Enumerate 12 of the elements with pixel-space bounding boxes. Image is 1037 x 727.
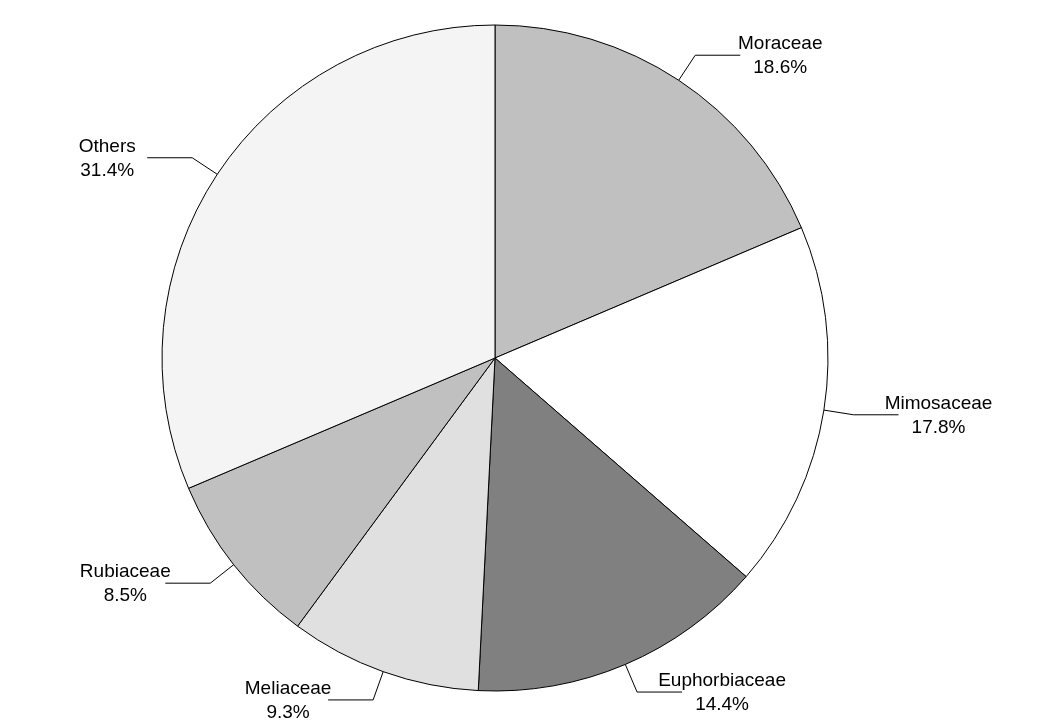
data-label: 14.4% xyxy=(695,692,750,714)
data-label: 17.8% xyxy=(911,415,966,437)
data-label: 18.6% xyxy=(753,56,808,78)
slice-label: Meliaceae xyxy=(244,677,332,699)
data-label: 8.5% xyxy=(103,584,148,606)
slice-label: Others xyxy=(78,134,136,156)
slice-label: Euphorbiaceae xyxy=(658,669,786,691)
data-label: 31.4% xyxy=(80,158,135,180)
data-label: 9.3% xyxy=(266,700,310,722)
slice-label: Mimosaceae xyxy=(884,391,993,413)
slice-label: Moraceae xyxy=(738,32,823,54)
slice-label: Rubiaceae xyxy=(79,560,171,582)
